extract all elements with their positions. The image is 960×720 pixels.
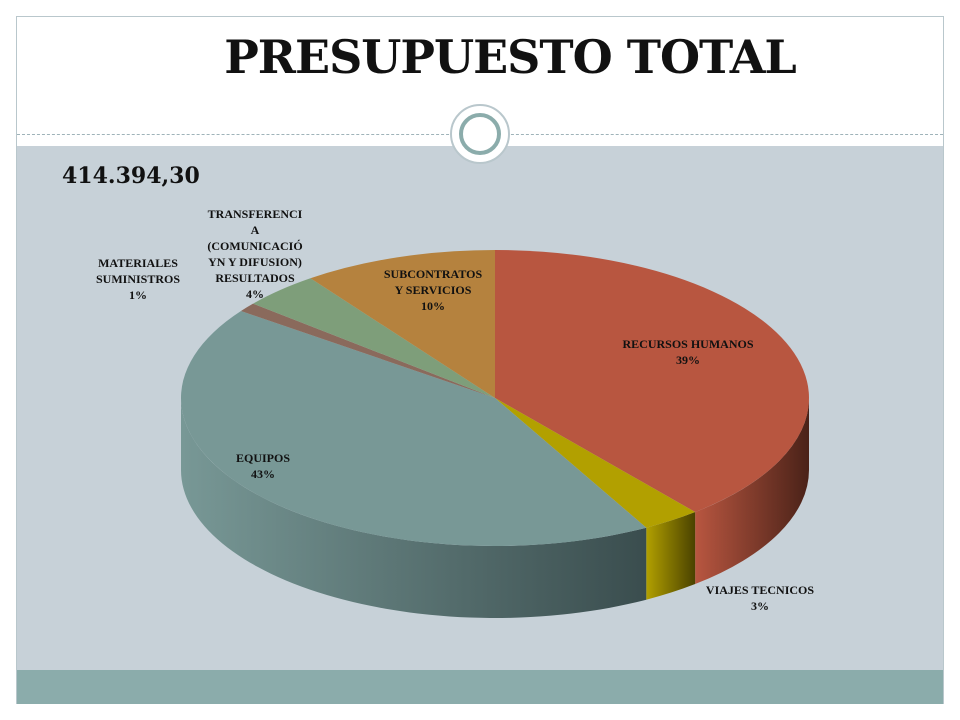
pie-side-recursos-humanos — [695, 398, 809, 585]
pie-slice-transferencia-comunicaci-n-y-difusion-resultados — [253, 278, 495, 398]
data-label-subcontratos-y-servicios: SUBCONTRATOS Y SERVICIOS 10% — [384, 267, 483, 313]
slide-title: PRESUPUESTO TOTAL — [224, 30, 797, 84]
pie-slice-recursos-humanos — [495, 250, 810, 513]
pie-side-equipos — [181, 398, 647, 618]
pie-slice-materiales-y-suministros — [240, 303, 495, 398]
total-budget-value: 414.394,30 — [62, 163, 200, 189]
pie-slice-viajes-tecnicos — [495, 398, 696, 528]
footer-bar — [17, 670, 943, 704]
data-label-recursos-humanos: RECURSOS HUMANOS 39% — [622, 337, 753, 367]
pie-slice-equipos — [181, 311, 647, 546]
data-label-viajes-tecnicos: VIAJES TECNICOS 3% — [706, 583, 814, 613]
data-label-materiales-y-suministros: MATERIALES SUMINISTROS 1% — [96, 256, 180, 302]
pie-slices — [181, 250, 810, 546]
pie-side-viajes-tecnicos — [646, 512, 696, 600]
data-label-equipos: EQUIPOS 43% — [236, 451, 290, 481]
data-label-transferencia-comunicaci-n-y-difusion-resultados: TRANSFERENCI A (COMUNICACIÓ YN Y DIFUSION) R… — [207, 207, 302, 301]
pie-side-walls — [181, 398, 809, 618]
decorative-ring-icon — [459, 113, 501, 155]
data-labels: RECURSOS HUMANOS 39% VIAJES TECNICOS 3% EQUI… — [96, 207, 814, 613]
pie-slice-subcontratos-y-servicios — [310, 250, 495, 398]
